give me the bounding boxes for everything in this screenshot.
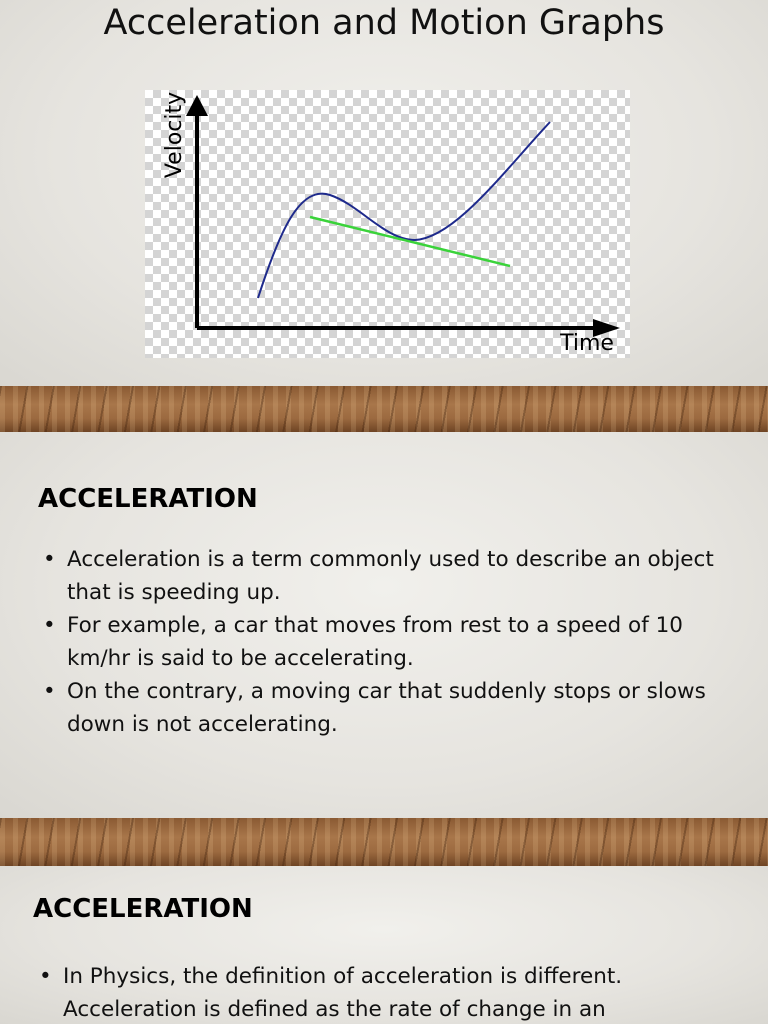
- slide-heading: ACCELERATION: [38, 484, 258, 514]
- slide: ACCELERATION In Physics, the definition …: [0, 866, 768, 1024]
- slide-title: Acceleration and Motion Graphs: [103, 3, 665, 43]
- velocity-time-graph: Velocity Time: [145, 90, 630, 358]
- y-axis-label: Velocity: [162, 92, 187, 178]
- slide-heading: ACCELERATION: [33, 894, 253, 924]
- bullet-list: Acceleration is a term commonly used to …: [41, 543, 731, 741]
- wood-divider: [0, 386, 768, 432]
- bullet-list: In Physics, the definition of accelerati…: [37, 960, 737, 1024]
- bullet: On the contrary, a moving car that sudde…: [41, 675, 731, 741]
- bullet: Acceleration is a term commonly used to …: [41, 543, 731, 609]
- x-axis-label: Time: [559, 331, 614, 356]
- slide: ACCELERATION Acceleration is a term comm…: [0, 432, 768, 818]
- bullet: In Physics, the definition of accelerati…: [37, 960, 737, 1024]
- bullet: For example, a car that moves from rest …: [41, 609, 731, 675]
- slide: Acceleration and Motion Graphs Velocity …: [0, 0, 768, 386]
- wood-divider: [0, 818, 768, 866]
- graph-drawing: Velocity Time: [162, 92, 620, 356]
